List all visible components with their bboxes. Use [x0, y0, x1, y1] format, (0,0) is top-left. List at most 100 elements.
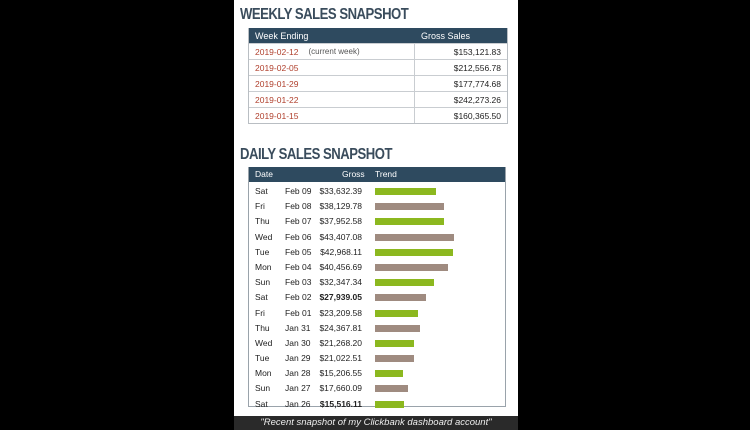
trend-bar: [375, 355, 414, 363]
day-of-week: Wed: [255, 337, 273, 348]
table-row: Sat Feb 09 $33,632.39: [249, 184, 505, 199]
daily-sales-table: Date Gross Trend Sat Feb 09 $33,632.39 Fri F…: [248, 167, 506, 409]
gross-value: $33,632.39: [319, 186, 362, 196]
trend-bar: [375, 218, 444, 226]
table-row: 2019-01-15 $160,365.50: [249, 107, 507, 123]
caption: "Recent snapshot of my Clickbank dashboa…: [234, 416, 518, 430]
gross-value: $15,516.11: [319, 398, 362, 409]
header-week-ending: Week Ending: [255, 30, 309, 41]
gross-value: $40,456.69: [319, 261, 362, 272]
header-trend: Trend: [375, 169, 397, 179]
trend-bar: [375, 400, 404, 408]
week-ending-link[interactable]: 2019-01-15: [249, 108, 415, 123]
day-of-week: Sun: [255, 277, 271, 288]
weekly-title: WEEKLY SALES SNAPSHOT: [240, 6, 409, 23]
daily-table-header: Date Gross Trend: [249, 167, 505, 182]
table-row: 2019-01-29 $177,774.68: [249, 75, 507, 91]
date: Feb 04: [285, 261, 312, 272]
gross-value: $23,209.58: [319, 307, 362, 318]
gross-value: $21,022.51: [319, 353, 362, 364]
table-row: Fri Feb 08 $38,129.78: [249, 199, 505, 214]
gross-value: $24,367.81: [319, 322, 362, 333]
date: Feb 07: [285, 216, 312, 227]
trend-bar: [375, 324, 420, 332]
header-gross-sales: Gross Sales: [421, 30, 471, 41]
trend-bar: [375, 233, 454, 241]
trend-bar: [375, 263, 448, 271]
day-of-week: Tue: [255, 353, 270, 364]
gross-value: $38,129.78: [319, 201, 362, 212]
trend-bar: [375, 339, 414, 347]
date: Jan 29: [285, 353, 311, 364]
gross-value: $17,660.09: [319, 383, 362, 394]
date: Jan 30: [285, 337, 311, 348]
table-row: 2019-02-05 $212,556.78: [249, 59, 507, 75]
day-of-week: Sat: [255, 292, 268, 303]
table-row: Sun Jan 27 $17,660.09: [249, 381, 505, 396]
trend-bar: [375, 203, 444, 211]
day-of-week: Mon: [255, 368, 272, 379]
table-row: Thu Jan 31 $24,367.81: [249, 321, 505, 336]
week-ending-link[interactable]: 2019-02-12 (current week): [249, 44, 415, 59]
day-of-week: Fri: [255, 307, 265, 318]
table-row: Wed Feb 06 $43,407.08: [249, 230, 505, 245]
gross-value: $42,968.11: [320, 246, 362, 257]
date: Feb 03: [285, 277, 312, 288]
week-ending-link[interactable]: 2019-01-22: [249, 92, 415, 107]
gross-value: $21,268.20: [319, 337, 362, 348]
date: Feb 02: [285, 292, 312, 303]
date: Feb 09: [285, 186, 312, 196]
date: Feb 01: [285, 307, 312, 318]
gross-sales-value: $242,273.26: [453, 94, 501, 105]
header-date: Date: [255, 169, 273, 179]
day-of-week: Wed: [255, 231, 273, 242]
date: Jan 28: [285, 368, 311, 379]
date: Feb 06: [285, 231, 312, 242]
week-ending-date[interactable]: 2019-02-12: [255, 46, 299, 57]
week-ending-date[interactable]: 2019-01-22: [255, 94, 299, 105]
day-of-week: Thu: [255, 322, 270, 333]
dashboard-panel: WEEKLY SALES SNAPSHOT Week Ending Gross …: [234, 0, 518, 416]
date: Jan 26: [285, 398, 311, 409]
day-of-week: Sun: [255, 383, 271, 394]
table-row: Thu Feb 07 $37,952.58: [249, 214, 505, 229]
table-row: Mon Feb 04 $40,456.69: [249, 260, 505, 275]
trend-bar: [375, 248, 453, 256]
table-row: 2019-01-22 $242,273.26: [249, 91, 507, 107]
weekly-table-header: Week Ending Gross Sales: [249, 28, 507, 43]
day-of-week: Fri: [255, 201, 265, 212]
day-of-week: Sat: [255, 398, 268, 409]
trend-bar: [375, 279, 434, 287]
table-row: Sun Feb 03 $32,347.34: [249, 275, 505, 290]
trend-bar: [375, 385, 408, 393]
week-note: (current week): [308, 47, 360, 56]
trend-bar: [375, 188, 436, 195]
table-row: Wed Jan 30 $21,268.20: [249, 336, 505, 351]
table-row: 2019-02-12 (current week) $153,121.83: [249, 43, 507, 59]
trend-bar: [375, 309, 418, 317]
table-row: Fri Feb 01 $23,209.58: [249, 306, 505, 321]
date: Feb 05: [285, 246, 312, 257]
gross-sales-value: $160,365.50: [453, 110, 501, 121]
gross-value: $15,206.55: [319, 368, 362, 379]
weekly-sales-table: Week Ending Gross Sales 2019-02-12 (curre…: [248, 28, 508, 124]
gross-sales-value: $153,121.83: [453, 46, 501, 57]
header-gross: Gross: [342, 169, 365, 179]
day-of-week: Mon: [255, 261, 272, 272]
gross-value: $27,939.05: [319, 292, 362, 303]
gross-sales-value: $212,556.78: [453, 62, 501, 73]
week-ending-link[interactable]: 2019-01-29: [249, 76, 415, 91]
week-ending-date[interactable]: 2019-02-05: [255, 62, 299, 73]
day-of-week: Sat: [255, 186, 268, 196]
table-row: Tue Feb 05 $42,968.11: [249, 245, 505, 260]
week-ending-date[interactable]: 2019-01-15: [255, 110, 299, 121]
week-ending-date[interactable]: 2019-01-29: [255, 78, 299, 89]
table-row: Mon Jan 28 $15,206.55: [249, 366, 505, 381]
table-row: Sat Jan 26 $15,516.11: [249, 397, 505, 412]
table-row: Sat Feb 02 $27,939.05: [249, 290, 505, 305]
week-ending-link[interactable]: 2019-02-05: [249, 60, 415, 75]
day-of-week: Tue: [255, 246, 270, 257]
gross-sales-value: $177,774.68: [453, 78, 501, 89]
trend-bar: [375, 370, 403, 378]
date: Feb 08: [285, 201, 312, 212]
